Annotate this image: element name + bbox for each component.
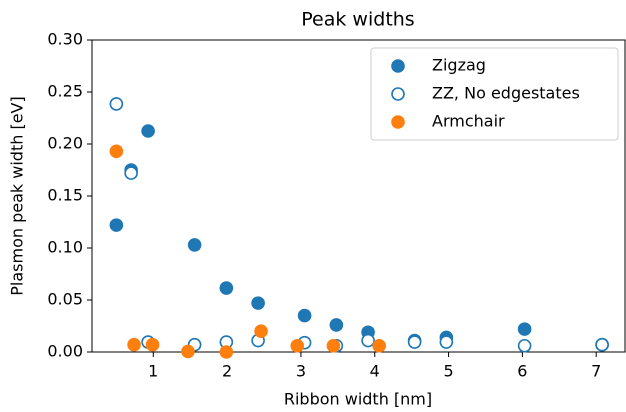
- point: [595, 337, 609, 352]
- x-tick-label: 3: [296, 362, 306, 381]
- legend-label: ZZ, No edgestates: [432, 84, 580, 103]
- y-tick-label: 0.25: [47, 82, 83, 101]
- point: [329, 318, 344, 332]
- point: [372, 338, 386, 353]
- legend-marker: [391, 59, 405, 73]
- point: [141, 124, 155, 138]
- point: [181, 344, 195, 359]
- x-tick-label: 2: [222, 362, 232, 381]
- point: [124, 166, 138, 180]
- legend-label: Zigzag: [432, 56, 486, 75]
- y-tick-label: 0.00: [47, 342, 83, 361]
- y-tick-label: 0.10: [47, 238, 83, 257]
- point: [109, 97, 124, 111]
- point: [109, 218, 124, 232]
- point: [219, 345, 234, 359]
- y-tick-label: 0.05: [47, 290, 83, 309]
- point: [517, 322, 532, 336]
- point: [407, 335, 422, 349]
- x-axis-label: Ribbon width [nm]: [284, 390, 432, 409]
- x-tick-label: 1: [148, 362, 158, 381]
- y-tick-label: 0.20: [47, 134, 83, 153]
- x-tick-label: 6: [517, 362, 527, 381]
- y-axis-label: Plasmon peak width [eV]: [8, 96, 27, 295]
- point: [361, 333, 375, 348]
- legend-marker: [391, 115, 405, 129]
- x-tick-label: 5: [443, 362, 453, 381]
- point: [326, 338, 341, 353]
- y-tick-label: 0.15: [47, 186, 83, 205]
- point: [109, 144, 124, 159]
- legend-box: [370, 47, 619, 141]
- chart-title: Peak widths: [301, 9, 414, 31]
- legend-label: Armchair: [432, 112, 505, 131]
- point: [145, 337, 160, 352]
- point: [219, 281, 234, 295]
- legend-marker: [391, 87, 405, 101]
- y-tick-label: 0.30: [47, 30, 83, 49]
- point: [254, 324, 268, 339]
- point: [251, 296, 265, 310]
- point: [439, 335, 454, 349]
- point: [290, 338, 305, 353]
- point: [297, 308, 312, 323]
- x-tick-label: 4: [370, 362, 380, 381]
- point: [127, 337, 141, 352]
- x-tick-label: 7: [591, 362, 601, 381]
- point: [187, 238, 202, 252]
- point: [517, 338, 532, 353]
